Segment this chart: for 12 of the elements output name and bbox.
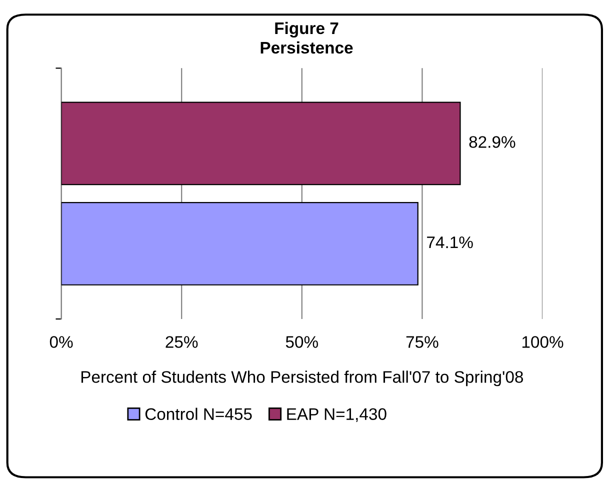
x-axis-title: Percent of Students Who Persisted from Fall'07 to Spring'08: [81, 370, 523, 386]
legend-label: Control N=455: [145, 408, 252, 420]
x-tick-label: 50%: [286, 336, 318, 348]
data-label: 74.1%: [427, 236, 473, 248]
x-tick-label: 25%: [166, 336, 198, 348]
chart-title: Figure 7: [275, 22, 338, 38]
x-tick-label: 100%: [522, 336, 564, 348]
x-tick-label: 75%: [406, 336, 438, 348]
legend-label: EAP N=1,430: [287, 408, 386, 422]
x-tick-label: 0%: [50, 336, 73, 348]
chart-subtitle: Persistence: [260, 41, 353, 54]
data-label: 82.9%: [469, 136, 516, 148]
